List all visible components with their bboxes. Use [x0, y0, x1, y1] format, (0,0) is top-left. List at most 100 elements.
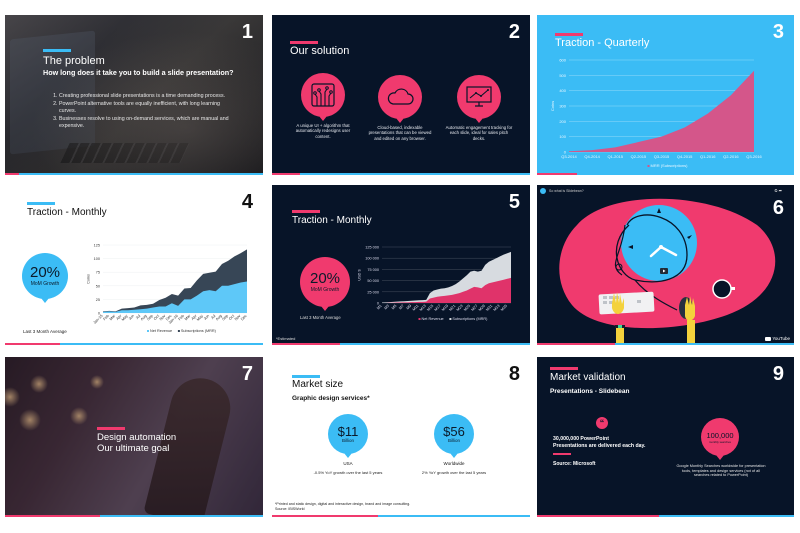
feature-card: Automatic engagement tracking for each s… [444, 75, 514, 141]
youtube-icon [765, 336, 772, 341]
list-item: PowerPoint alternative tools are equally… [59, 101, 233, 115]
svg-text:Q2-2015: Q2-2015 [631, 154, 647, 159]
svg-text:M31: M31 [485, 304, 493, 312]
svg-text:Oct: Oct [153, 313, 161, 321]
growth-stat-pin: 20% MoM Growth [22, 253, 68, 303]
svg-text:Nov: Nov [234, 314, 242, 322]
svg-text:Jul: Jul [210, 314, 216, 320]
photo-overlay [5, 357, 263, 517]
searches-desc: Google Monthly Searches worldwide for pr… [676, 464, 766, 478]
slide-2-our-solution[interactable]: 2 Our solution A unique UI + algorithm t… [272, 15, 530, 175]
svg-text:Feb: Feb [103, 314, 110, 321]
svg-text:M21: M21 [448, 304, 456, 312]
slide-number: 3 [772, 21, 784, 43]
feature-pin [457, 75, 501, 123]
cloud-icon [387, 88, 414, 105]
svg-text:M33: M33 [493, 304, 501, 312]
watch-later-share-icons[interactable]: ⏲ ➦ [774, 188, 782, 193]
stat-pin: $56 Billion [434, 414, 474, 458]
svg-text:M17: M17 [434, 304, 442, 312]
svg-text:125 000: 125 000 [365, 246, 379, 250]
svg-text:Q1-2015: Q1-2015 [607, 154, 623, 159]
growth-stat-pin: 20% MoM Growth [300, 257, 350, 311]
progress-bar [5, 515, 263, 517]
slide-subtitle: Presentations - Slidebean [550, 388, 630, 395]
slide-number: 2 [508, 21, 520, 43]
accent-bar [550, 367, 578, 370]
accent-bar [290, 41, 318, 44]
svg-text:0: 0 [98, 312, 100, 316]
svg-text:Apr: Apr [191, 313, 199, 321]
slide-8-market-size[interactable]: 8 Market size Graphic design services* $… [272, 357, 530, 517]
svg-text:Jan-16: Jan-16 [168, 314, 179, 325]
svg-text:M19: M19 [441, 304, 449, 312]
svg-text:200: 200 [559, 119, 566, 124]
feature-card: A unique UI + algorithm that automatical… [288, 73, 358, 139]
stat-pin: $11 Billion [328, 414, 368, 458]
video-title: So what is Slidebean? [549, 189, 584, 193]
svg-text:M9: M9 [406, 304, 413, 311]
slide-7-design-automation[interactable]: 7 Design automation Our ultimate goal [5, 357, 263, 517]
svg-text:Q3-2014: Q3-2014 [561, 154, 577, 159]
svg-text:100: 100 [559, 134, 566, 139]
svg-text:Q4-2015: Q4-2015 [677, 154, 693, 159]
estimated-note: *Estimated [276, 336, 296, 341]
svg-text:M7: M7 [398, 304, 405, 311]
video-title-bar[interactable]: So what is Slidebean? [540, 188, 584, 194]
slide-5-traction-monthly-dark[interactable]: 5 Traction - Monthly 20% MoM Growth Last… [272, 185, 530, 345]
svg-text:Net Revenue: Net Revenue [422, 317, 444, 321]
slide-4-traction-monthly[interactable]: 4 Traction - Monthly 20% MoM Growth Last… [5, 185, 263, 345]
slide-title: Our solution [290, 45, 350, 57]
svg-text:Jun: Jun [203, 314, 210, 321]
feature-card: Cloud-based, indexable presentations tha… [365, 75, 435, 141]
svg-text:M11: M11 [412, 304, 420, 312]
region-label: USA [343, 461, 353, 466]
slide-title: Market validation [550, 372, 626, 383]
slide-3-traction-quarterly[interactable]: 3 Traction - Quarterly 0 100 200 300 400 500 6… [537, 15, 794, 175]
circuit-icon [311, 83, 335, 107]
svg-text:M25: M25 [463, 304, 471, 312]
progress-bar [272, 343, 530, 345]
growth-value: 20% [29, 264, 61, 281]
photo-overlay [5, 15, 263, 175]
progress-bar [537, 343, 794, 345]
svg-text:Dec: Dec [165, 314, 173, 322]
svg-text:Apr: Apr [115, 313, 123, 321]
svg-text:25 000: 25 000 [367, 290, 379, 294]
svg-text:Coins: Coins [86, 274, 90, 284]
progress-bar [272, 173, 530, 175]
slide-title: The problem [43, 55, 105, 67]
svg-text:Aug: Aug [140, 314, 148, 322]
slide-1-the-problem[interactable]: 1 The problem How long does it take you … [5, 15, 263, 175]
monthly-usd-area-chart: 0 25 000 50 000 75 000 100 000 125 000 USD $ M1… [357, 246, 511, 321]
svg-text:Mar: Mar [184, 313, 192, 321]
growth-label: MoM Growth [30, 281, 60, 287]
channel-logo-icon [540, 188, 546, 194]
slide-title: Traction - Quarterly [555, 37, 650, 49]
svg-text:300: 300 [559, 104, 566, 109]
svg-text:Mar: Mar [109, 313, 117, 321]
slide-9-market-validation[interactable]: 9 Market validation Presentations - Slid… [537, 357, 794, 517]
svg-text:75 000: 75 000 [367, 268, 379, 272]
quote-divider [553, 453, 571, 455]
progress-bar [537, 173, 794, 175]
growth-desc: -0.5% YoY growth over the last 5 years [313, 470, 383, 475]
svg-text:Q4-2014: Q4-2014 [584, 154, 600, 159]
svg-text:Q3-2016: Q3-2016 [746, 154, 762, 159]
svg-text:MRR (Subscriptions): MRR (Subscriptions) [651, 163, 689, 168]
svg-text:Jul: Jul [135, 314, 141, 320]
youtube-logo[interactable]: YouTube [765, 336, 790, 341]
quarterly-area-chart: 0 100 200 300 400 500 600 Coins Q3-2014 Q4-2014 Q1… [550, 58, 762, 169]
footnote: Last 3 Month Average [23, 329, 67, 334]
svg-text:0: 0 [377, 302, 379, 306]
problem-list: Creating professional slide presentation… [55, 93, 233, 131]
slide-number: 6 [772, 197, 784, 219]
market-stat-worldwide: $56 Billion Worldwide 2% YoY growth over… [414, 414, 494, 475]
svg-text:M29: M29 [478, 304, 486, 312]
slide-6-video[interactable]: So what is Slidebean? ⏲ ➦ 6 YouTube [537, 185, 794, 345]
bokeh-light [30, 375, 48, 393]
feature-pin [301, 73, 345, 121]
progress-bar [272, 515, 530, 517]
svg-text:Jun: Jun [128, 314, 135, 321]
